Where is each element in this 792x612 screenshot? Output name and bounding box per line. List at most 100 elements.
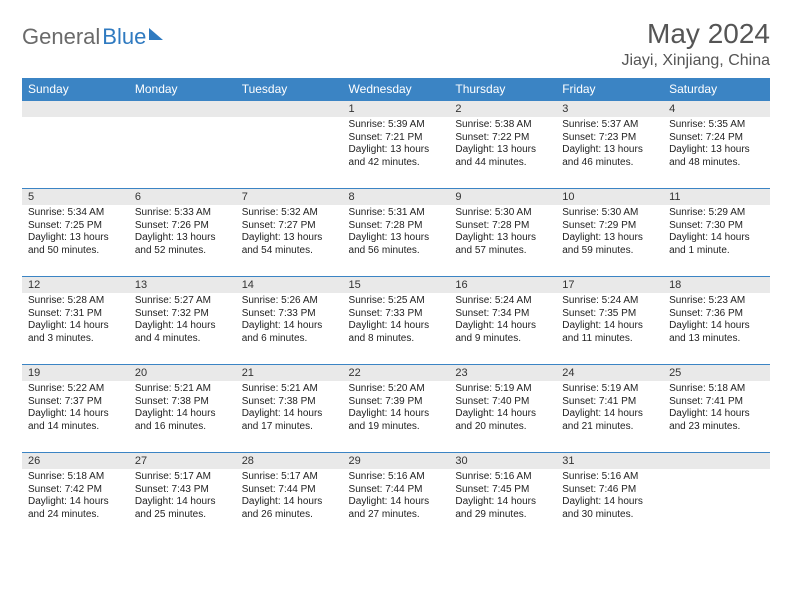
day-number: 29	[343, 452, 450, 469]
sunset-line: Sunset: 7:37 PM	[28, 396, 123, 409]
calendar-cell: 18Sunrise: 5:23 AMSunset: 7:36 PMDayligh…	[663, 276, 770, 364]
day-header-wednesday: Wednesday	[343, 78, 450, 100]
calendar-cell: 14Sunrise: 5:26 AMSunset: 7:33 PMDayligh…	[236, 276, 343, 364]
calendar-cell: 5 Sunrise: 5:34 AMSunset: 7:25 PMDaylight…	[22, 188, 129, 276]
day-detail: Sunrise: 5:39 AMSunset: 7:21 PMDaylight:…	[343, 117, 450, 173]
calendar-cell: 11Sunrise: 5:29 AMSunset: 7:30 PMDayligh…	[663, 188, 770, 276]
calendar-week-row: 5Sunrise: 5:34 AMSunset: 7:25 PMDaylight…	[22, 188, 770, 276]
calendar-cell: 27Sunrise: 5:17 AMSunset: 7:43 PMDayligh…	[129, 452, 236, 540]
sunrise-line: Sunrise: 5:18 AM	[669, 383, 764, 396]
calendar-cell	[236, 100, 343, 188]
calendar-cell: 23Sunrise: 5:19 AMSunset: 7:40 PMDayligh…	[449, 364, 556, 452]
sunrise-line: Sunrise: 5:17 AM	[135, 471, 230, 484]
sunrise-line: Sunrise: 5:19 AM	[455, 383, 550, 396]
calendar-cell: 24Sunrise: 5:19 AMSunset: 7:41 PMDayligh…	[556, 364, 663, 452]
sunrise-line: Sunrise: 5:21 AM	[242, 383, 337, 396]
day-number: 14	[236, 276, 343, 293]
sunrise-line: Sunrise: 5:21 AM	[135, 383, 230, 396]
daylight-line: Daylight: 14 hours and 14 minutes.	[28, 408, 123, 433]
day-number: 17	[556, 276, 663, 293]
sunrise-line: Sunrise: 5:39 AM	[349, 119, 444, 132]
sunset-line: Sunset: 7:41 PM	[669, 396, 764, 409]
day-number: 8	[343, 188, 450, 205]
sunrise-line: Sunrise: 5:16 AM	[562, 471, 657, 484]
day-detail: Sunrise: 5:23 AMSunset: 7:36 PMDaylight:…	[663, 293, 770, 349]
sunset-line: Sunset: 7:28 PM	[349, 220, 444, 233]
sunrise-line: Sunrise: 5:32 AM	[242, 207, 337, 220]
sunrise-line: Sunrise: 5:24 AM	[455, 295, 550, 308]
calendar-cell: 30Sunrise: 5:16 AMSunset: 7:45 PMDayligh…	[449, 452, 556, 540]
sunrise-line: Sunrise: 5:34 AM	[28, 207, 123, 220]
sunrise-line: Sunrise: 5:20 AM	[349, 383, 444, 396]
daylight-line: Daylight: 14 hours and 25 minutes.	[135, 496, 230, 521]
sunset-line: Sunset: 7:42 PM	[28, 484, 123, 497]
daylight-line: Daylight: 14 hours and 9 minutes.	[455, 320, 550, 345]
daylight-line: Daylight: 14 hours and 17 minutes.	[242, 408, 337, 433]
calendar-cell: 21Sunrise: 5:21 AMSunset: 7:38 PMDayligh…	[236, 364, 343, 452]
day-number: 5	[22, 188, 129, 205]
sunrise-line: Sunrise: 5:16 AM	[349, 471, 444, 484]
day-detail: Sunrise: 5:27 AMSunset: 7:32 PMDaylight:…	[129, 293, 236, 349]
day-number: 12	[22, 276, 129, 293]
day-number: 10	[556, 188, 663, 205]
calendar-cell: 4Sunrise: 5:35 AMSunset: 7:24 PMDaylight…	[663, 100, 770, 188]
day-number: 22	[343, 364, 450, 381]
day-number: 30	[449, 452, 556, 469]
empty-day-header	[663, 452, 770, 469]
calendar-cell: 19Sunrise: 5:22 AMSunset: 7:37 PMDayligh…	[22, 364, 129, 452]
day-detail: Sunrise: 5:33 AMSunset: 7:26 PMDaylight:…	[129, 205, 236, 261]
day-detail: Sunrise: 5:21 AMSunset: 7:38 PMDaylight:…	[236, 381, 343, 437]
daylight-line: Daylight: 14 hours and 16 minutes.	[135, 408, 230, 433]
daylight-line: Daylight: 13 hours and 46 minutes.	[562, 144, 657, 169]
sunrise-line: Sunrise: 5:38 AM	[455, 119, 550, 132]
day-detail: Sunrise: 5:26 AMSunset: 7:33 PMDaylight:…	[236, 293, 343, 349]
day-detail: Sunrise: 5:19 AMSunset: 7:41 PMDaylight:…	[556, 381, 663, 437]
day-detail: Sunrise: 5:19 AMSunset: 7:40 PMDaylight:…	[449, 381, 556, 437]
day-number: 3	[556, 100, 663, 117]
day-detail: Sunrise: 5:18 AMSunset: 7:41 PMDaylight:…	[663, 381, 770, 437]
sunrise-line: Sunrise: 5:37 AM	[562, 119, 657, 132]
day-number: 2	[449, 100, 556, 117]
logo: General Blue	[22, 24, 163, 50]
calendar-cell: 17Sunrise: 5:24 AMSunset: 7:35 PMDayligh…	[556, 276, 663, 364]
daylight-line: Daylight: 14 hours and 1 minute.	[669, 232, 764, 257]
daylight-line: Daylight: 13 hours and 57 minutes.	[455, 232, 550, 257]
calendar-cell: 3Sunrise: 5:37 AMSunset: 7:23 PMDaylight…	[556, 100, 663, 188]
day-detail: Sunrise: 5:32 AMSunset: 7:27 PMDaylight:…	[236, 205, 343, 261]
daylight-line: Daylight: 14 hours and 11 minutes.	[562, 320, 657, 345]
day-header-tuesday: Tuesday	[236, 78, 343, 100]
day-detail: Sunrise: 5:17 AMSunset: 7:44 PMDaylight:…	[236, 469, 343, 525]
day-header-friday: Friday	[556, 78, 663, 100]
day-number: 13	[129, 276, 236, 293]
sunset-line: Sunset: 7:38 PM	[242, 396, 337, 409]
daylight-line: Daylight: 14 hours and 3 minutes.	[28, 320, 123, 345]
calendar-cell: 29Sunrise: 5:16 AMSunset: 7:44 PMDayligh…	[343, 452, 450, 540]
sunset-line: Sunset: 7:36 PM	[669, 308, 764, 321]
day-header-sunday: Sunday	[22, 78, 129, 100]
calendar-table: SundayMondayTuesdayWednesdayThursdayFrid…	[22, 78, 770, 540]
day-number: 11	[663, 188, 770, 205]
day-detail: Sunrise: 5:25 AMSunset: 7:33 PMDaylight:…	[343, 293, 450, 349]
calendar-cell: 22Sunrise: 5:20 AMSunset: 7:39 PMDayligh…	[343, 364, 450, 452]
calendar-cell: 31Sunrise: 5:16 AMSunset: 7:46 PMDayligh…	[556, 452, 663, 540]
calendar-cell: 25Sunrise: 5:18 AMSunset: 7:41 PMDayligh…	[663, 364, 770, 452]
sunset-line: Sunset: 7:39 PM	[349, 396, 444, 409]
sunset-line: Sunset: 7:38 PM	[135, 396, 230, 409]
sunset-line: Sunset: 7:21 PM	[349, 132, 444, 145]
day-detail: Sunrise: 5:16 AMSunset: 7:44 PMDaylight:…	[343, 469, 450, 525]
calendar-cell: 10Sunrise: 5:30 AMSunset: 7:29 PMDayligh…	[556, 188, 663, 276]
calendar-cell: 26Sunrise: 5:18 AMSunset: 7:42 PMDayligh…	[22, 452, 129, 540]
logo-triangle-icon	[149, 28, 163, 40]
sunrise-line: Sunrise: 5:28 AM	[28, 295, 123, 308]
day-detail: Sunrise: 5:24 AMSunset: 7:34 PMDaylight:…	[449, 293, 556, 349]
sunset-line: Sunset: 7:31 PM	[28, 308, 123, 321]
day-detail: Sunrise: 5:16 AMSunset: 7:46 PMDaylight:…	[556, 469, 663, 525]
month-title: May 2024	[621, 18, 770, 50]
sunset-line: Sunset: 7:45 PM	[455, 484, 550, 497]
daylight-line: Daylight: 14 hours and 23 minutes.	[669, 408, 764, 433]
sunset-line: Sunset: 7:34 PM	[455, 308, 550, 321]
daylight-line: Daylight: 13 hours and 50 minutes.	[28, 232, 123, 257]
day-header-monday: Monday	[129, 78, 236, 100]
day-number: 1	[343, 100, 450, 117]
sunset-line: Sunset: 7:25 PM	[28, 220, 123, 233]
